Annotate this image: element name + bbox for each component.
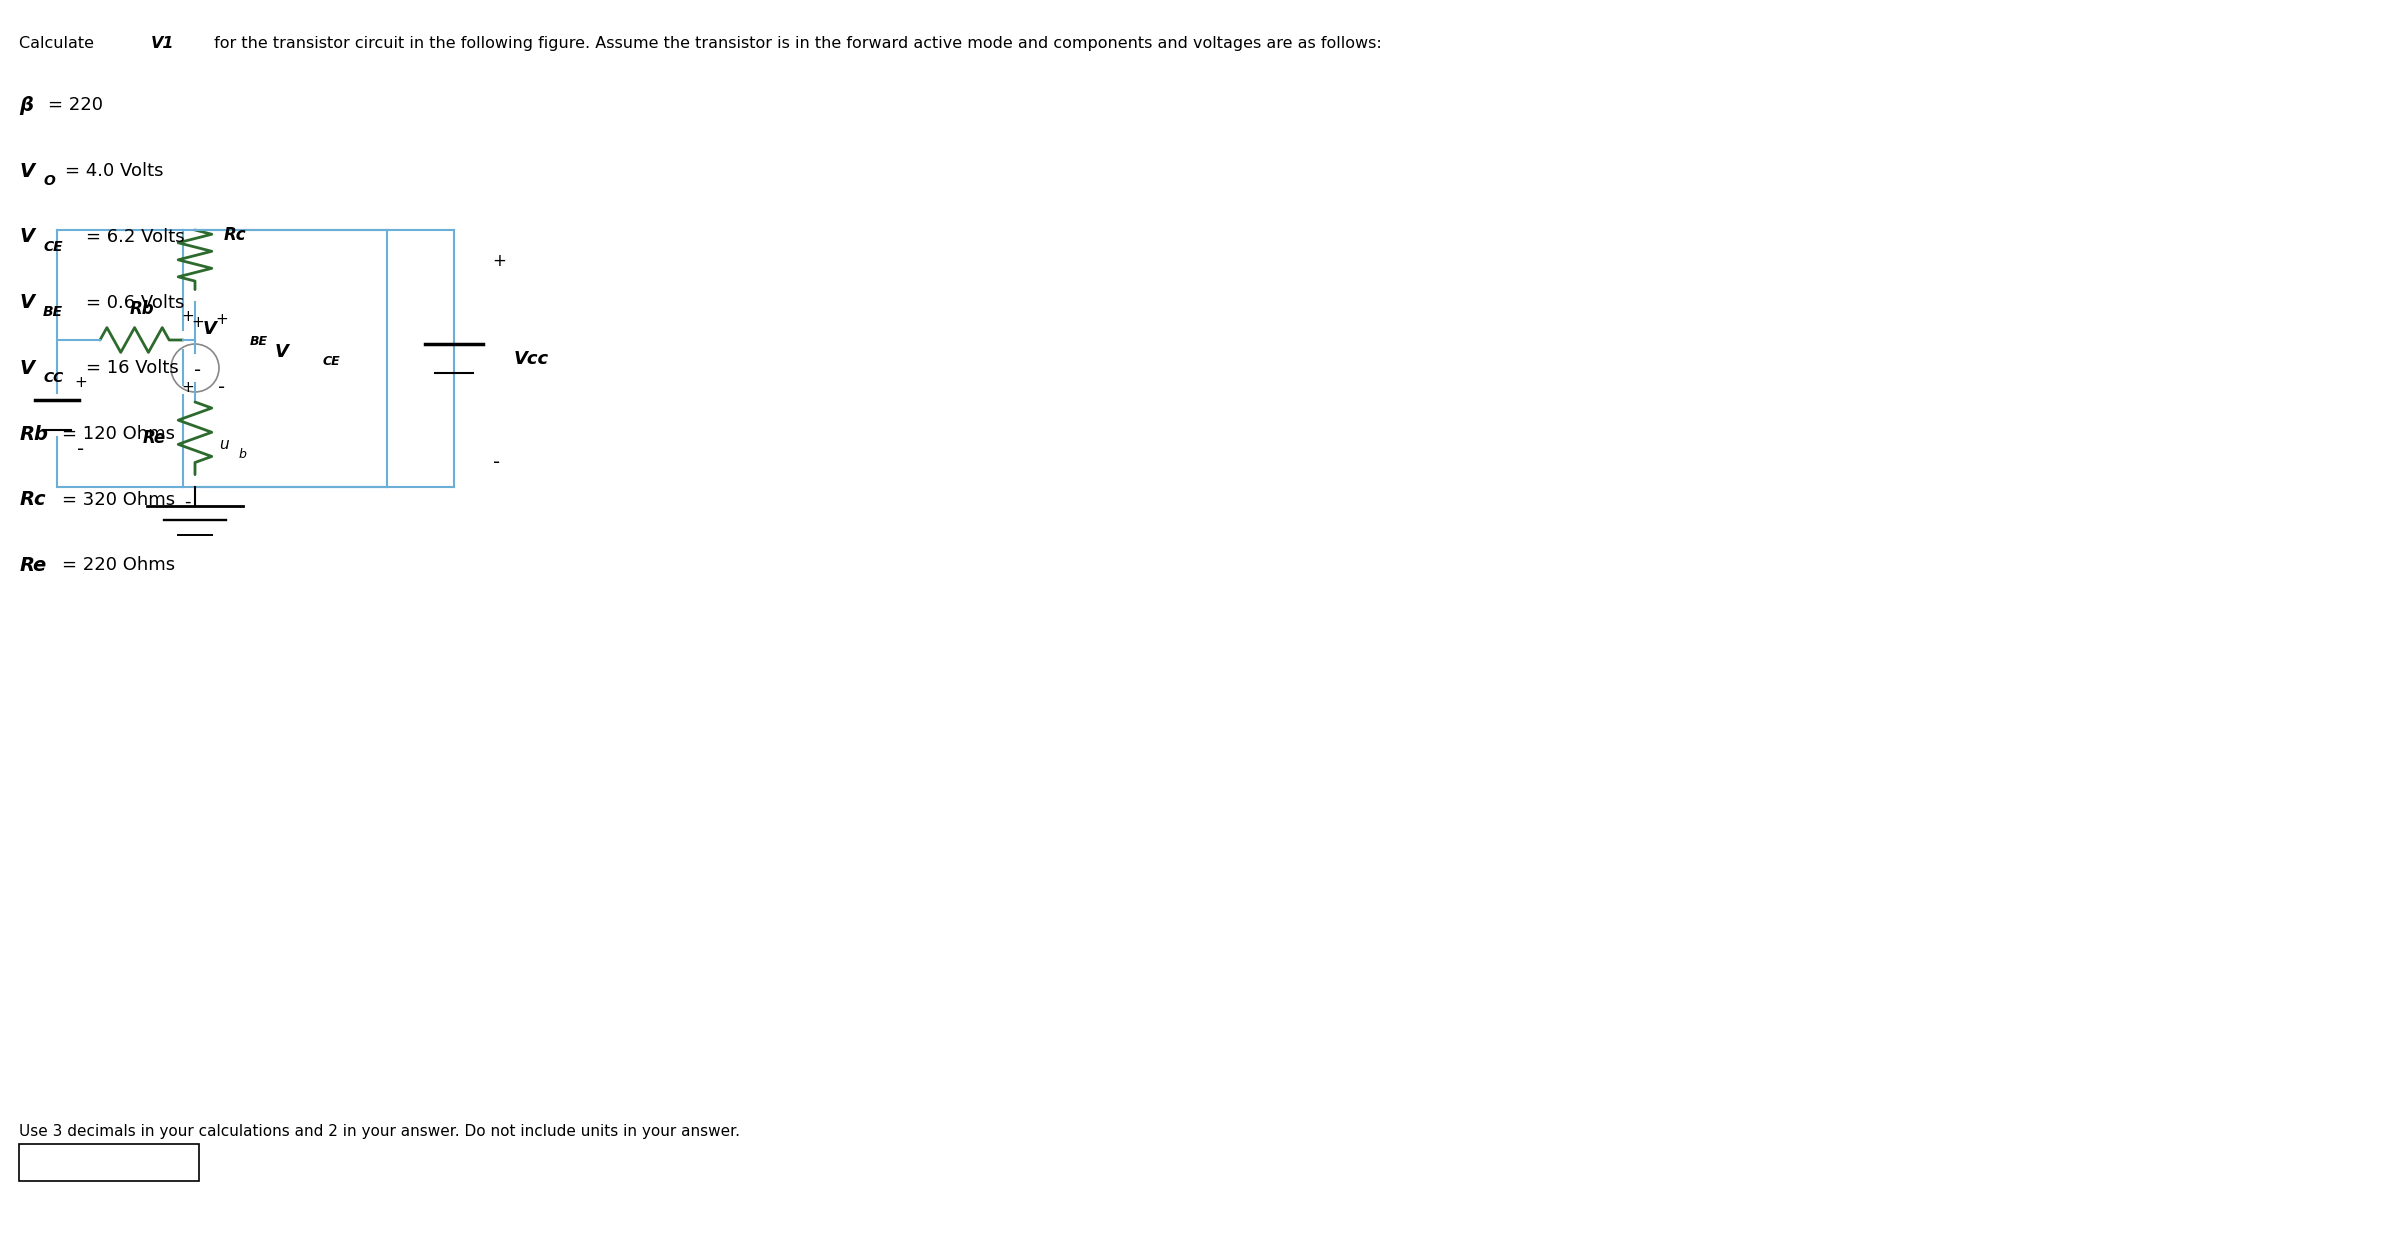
Text: = 220 Ohms: = 220 Ohms	[62, 557, 175, 574]
Text: V: V	[19, 358, 34, 378]
Text: CE: CE	[43, 239, 62, 254]
Text: +: +	[182, 309, 194, 325]
Text: = 220: = 220	[48, 97, 103, 114]
Text: = 0.6 Volts: = 0.6 Volts	[86, 294, 185, 311]
Text: -: -	[218, 378, 225, 397]
Text: β: β	[19, 95, 34, 115]
Text: BE: BE	[43, 305, 62, 320]
Text: u: u	[218, 436, 228, 453]
Text: = 320 Ohms: = 320 Ohms	[62, 491, 175, 508]
Text: Use 3 decimals in your calculations and 2 in your answer. Do not include units i: Use 3 decimals in your calculations and …	[19, 1125, 741, 1140]
Text: -: -	[77, 440, 84, 459]
Bar	[19, 1145, 199, 1182]
Text: V1: V1	[151, 36, 175, 51]
Text: V: V	[19, 161, 34, 181]
Text: V: V	[201, 320, 216, 339]
Text: V: V	[19, 227, 34, 247]
Text: Rb: Rb	[19, 424, 48, 444]
Text: -: -	[194, 361, 201, 379]
Text: +: +	[492, 252, 506, 270]
Text: Rc: Rc	[19, 490, 46, 510]
Text: V: V	[276, 343, 288, 361]
Text: V: V	[19, 293, 34, 312]
Text: Re: Re	[19, 556, 46, 575]
Text: = 120 Ohms: = 120 Ohms	[62, 425, 175, 443]
Text: O: O	[43, 174, 55, 188]
Text: = 4.0 Volts: = 4.0 Volts	[65, 162, 163, 180]
Text: -: -	[185, 492, 192, 511]
Text: Rc: Rc	[223, 226, 247, 244]
Text: -: -	[492, 453, 499, 471]
Text: +: +	[216, 312, 228, 327]
Text: b: b	[240, 448, 247, 461]
Text: Vcc: Vcc	[513, 350, 549, 367]
Text: for the transistor circuit in the following figure. Assume the transistor is in : for the transistor circuit in the follow…	[209, 36, 1381, 51]
Text: BE: BE	[249, 335, 269, 348]
Text: Rb: Rb	[129, 300, 153, 317]
Text: Re: Re	[141, 429, 165, 448]
Text: CC: CC	[43, 371, 62, 386]
Text: = 16 Volts: = 16 Volts	[86, 360, 180, 377]
Text: +: +	[74, 376, 86, 391]
Text: +: +	[182, 379, 194, 394]
Text: CE: CE	[324, 356, 341, 368]
Text: = 6.2 Volts: = 6.2 Volts	[86, 228, 185, 246]
Text: +: +	[192, 315, 204, 330]
Text: Calculate: Calculate	[19, 36, 98, 51]
